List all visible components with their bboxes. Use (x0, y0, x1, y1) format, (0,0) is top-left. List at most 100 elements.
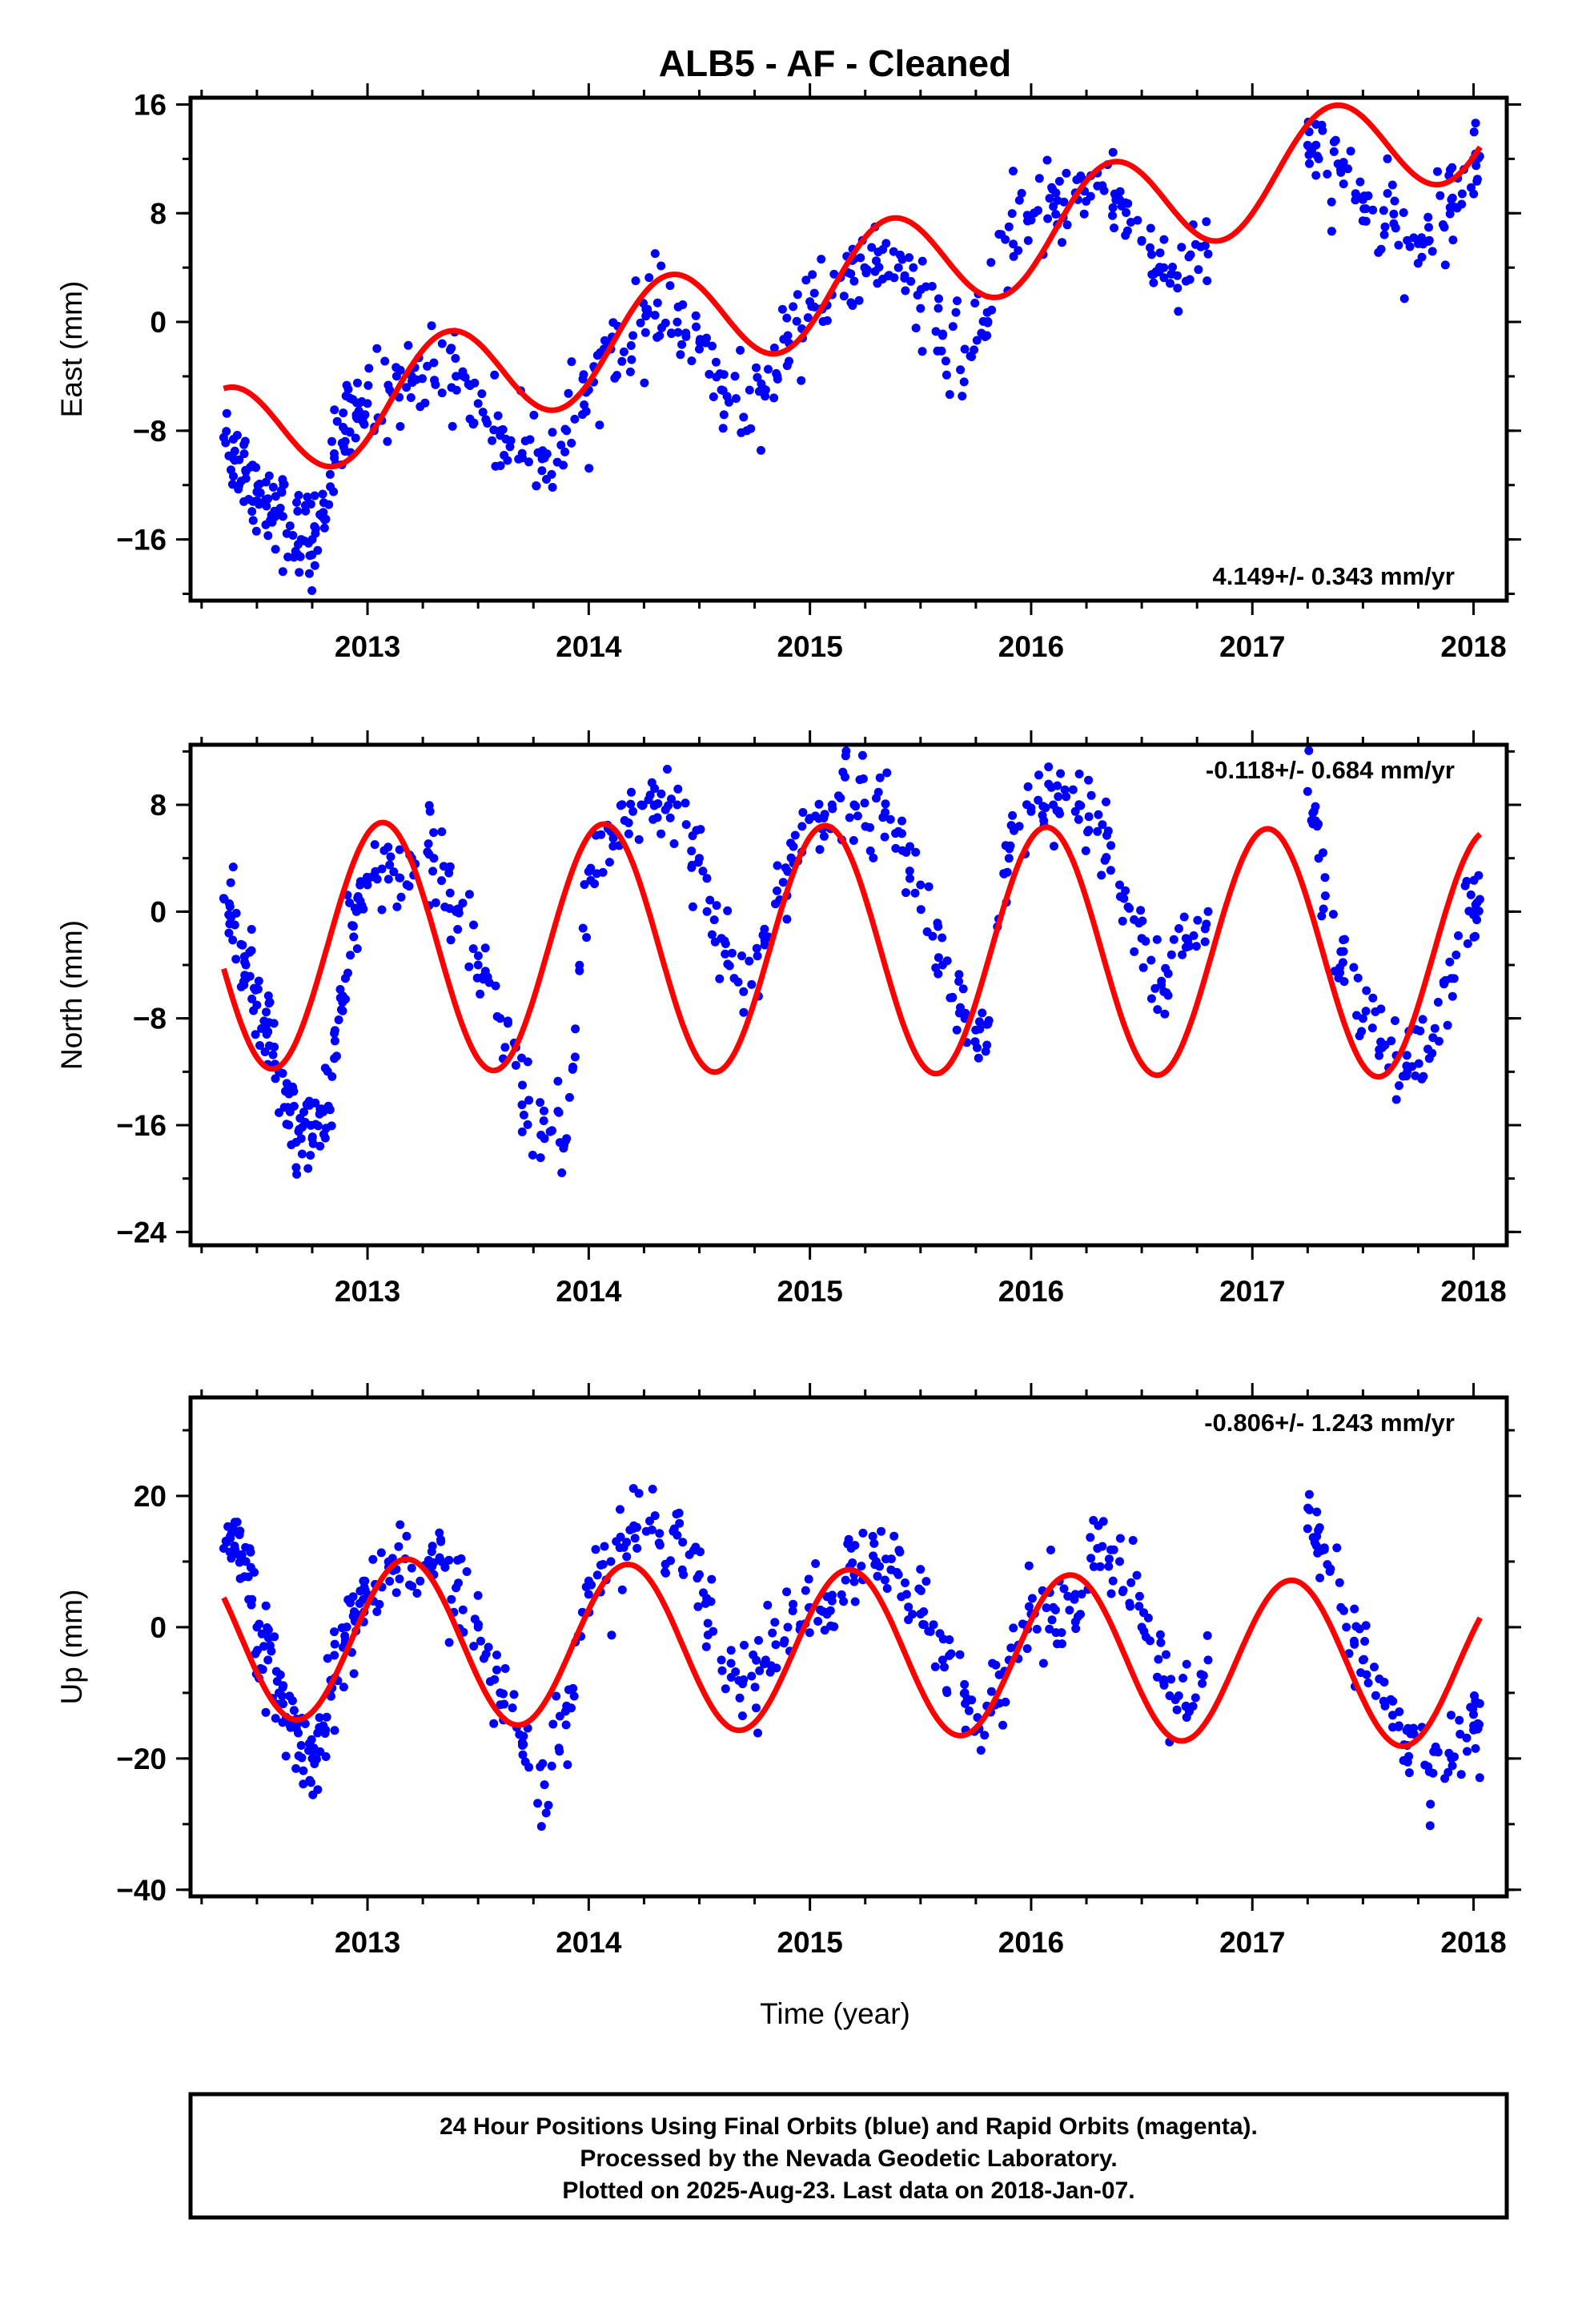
up-data-point (479, 1654, 488, 1663)
east-data-point (860, 263, 869, 272)
up-data-point (1073, 1612, 1082, 1622)
east-data-point (313, 545, 323, 555)
east-data-point (437, 339, 447, 348)
east-data-point (1304, 150, 1314, 159)
north-data-point (857, 750, 867, 760)
up-data-point (1335, 1578, 1344, 1587)
east-x-tick-label: 2018 (1440, 630, 1506, 663)
up-data-point (873, 1571, 882, 1581)
east-data-point (1177, 243, 1186, 252)
east-data-point (532, 481, 541, 491)
north-data-point (291, 1163, 301, 1172)
east-data-point (951, 308, 961, 317)
up-data-point (788, 1606, 797, 1615)
east-data-point (1098, 181, 1107, 191)
up-data-point (299, 1766, 308, 1775)
east-data-point (263, 494, 273, 504)
up-data-point (281, 1751, 291, 1761)
north-data-point (296, 1134, 306, 1144)
east-data-point (1108, 211, 1117, 220)
up-data-point (1024, 1561, 1034, 1570)
north-data-point (1395, 1081, 1403, 1091)
north-data-point (224, 928, 234, 938)
east-data-point (311, 524, 320, 533)
east-data-point (1203, 249, 1213, 259)
up-data-point (771, 1640, 781, 1650)
up-data-point (271, 1714, 280, 1723)
north-data-point (1094, 810, 1103, 819)
up-data-point (805, 1628, 814, 1638)
north-data-point (1106, 866, 1115, 875)
up-data-point (255, 1619, 264, 1629)
north-data-point (1415, 1026, 1425, 1035)
north-data-point (1307, 816, 1316, 825)
up-data-point (868, 1531, 877, 1541)
up-data-point (693, 1602, 703, 1611)
up-data-point (886, 1565, 896, 1574)
up-data-point (739, 1675, 749, 1684)
north-data-point (1353, 973, 1363, 983)
north-data-point (396, 892, 406, 902)
up-data-point (850, 1541, 860, 1550)
north-data-point (319, 1130, 328, 1139)
north-data-point (723, 959, 733, 969)
up-data-point (630, 1534, 640, 1543)
east-data-point (617, 356, 627, 366)
north-data-point (341, 995, 350, 1004)
north-data-point (519, 1110, 528, 1120)
east-data-point (1355, 177, 1365, 187)
east-data-point (959, 377, 969, 387)
east-data-point (687, 356, 697, 366)
north-data-point (1349, 963, 1359, 972)
east-data-point (681, 328, 691, 338)
up-data-point (1071, 1624, 1081, 1634)
north-data-point (260, 1047, 270, 1056)
up-data-point (986, 1687, 996, 1696)
north-data-point (1160, 1009, 1170, 1019)
up-data-point (994, 1670, 1004, 1679)
east-data-point (380, 356, 390, 366)
east-data-point (353, 378, 362, 388)
up-data-point (232, 1518, 242, 1527)
up-data-point (628, 1484, 638, 1494)
east-data-point (1202, 217, 1211, 227)
north-data-point (720, 936, 729, 946)
up-data-point (666, 1556, 675, 1566)
up-data-point (768, 1628, 777, 1638)
north-data-point (396, 873, 405, 883)
east-data-point (1390, 196, 1399, 206)
east-data-point (986, 258, 996, 267)
north-data-point (878, 813, 888, 822)
north-data-point (281, 1087, 290, 1096)
up-data-point (998, 1720, 1008, 1730)
up-data-point (763, 1600, 773, 1610)
north-data-point (961, 1008, 970, 1018)
up-data-point (1447, 1761, 1457, 1771)
footer-line-2: Processed by the Nevada Geodetic Laborat… (580, 2145, 1117, 2172)
up-data-point (1006, 1643, 1016, 1653)
up-data-point (886, 1554, 896, 1564)
east-data-point (364, 364, 374, 373)
east-data-point (1007, 209, 1017, 219)
east-data-point (849, 276, 859, 286)
north-plot-frame (188, 742, 1509, 1248)
north-data-point (496, 1014, 505, 1023)
footer-line-3: Plotted on 2025-Aug-23. Last data on 201… (562, 2177, 1134, 2204)
north-data-point (582, 933, 592, 943)
east-data-point (278, 475, 287, 485)
north-data-point (1200, 937, 1210, 947)
up-data-point (428, 1542, 437, 1551)
east-data-point (803, 313, 813, 323)
up-data-point (942, 1688, 952, 1698)
north-data-point (247, 994, 257, 1003)
east-data-point (1186, 250, 1195, 259)
north-data-point (348, 921, 358, 931)
east-data-point (1389, 219, 1399, 228)
north-data-point (1418, 1015, 1427, 1024)
north-data-point (688, 831, 697, 841)
east-data-point (224, 451, 234, 460)
east-data-point (953, 296, 962, 306)
up-data-point (469, 1642, 479, 1651)
east-data-point (1472, 161, 1481, 171)
